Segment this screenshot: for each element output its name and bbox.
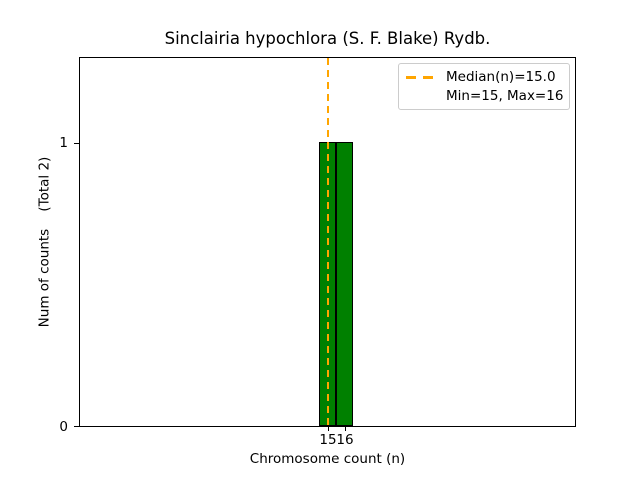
median-line — [327, 58, 329, 426]
legend-median-label: Median(n)=15.0 — [446, 69, 556, 85]
legend-minmax-label: Min=15, Max=16 — [446, 88, 564, 104]
x-tick-16 — [345, 427, 346, 431]
y-axis-label: Num of counts (Total 2) — [36, 156, 53, 328]
legend: Median(n)=15.0 Min=15, Max=16 — [398, 63, 570, 110]
plot-area — [79, 57, 576, 427]
y-tick-0 — [74, 426, 79, 427]
x-axis-label: Chromosome count (n) — [249, 451, 406, 467]
y-tick-label-1: 1 — [59, 135, 68, 151]
chart-title: Sinclairia hypochlora (S. F. Blake) Rydb… — [164, 29, 491, 48]
x-tick-15 — [328, 427, 329, 431]
orange-dashed-line-icon — [406, 76, 433, 79]
x-tick-label-15: 15 — [319, 432, 337, 448]
y-tick-1 — [74, 143, 79, 144]
y-tick-label-0: 0 — [59, 419, 68, 435]
x-tick-label-16: 16 — [336, 432, 354, 448]
legend-row-minmax: Min=15, Max=16 — [406, 87, 564, 106]
histogram-bar-16 — [336, 142, 353, 426]
legend-empty-swatch — [406, 95, 433, 98]
legend-row-median: Median(n)=15.0 — [406, 68, 562, 87]
